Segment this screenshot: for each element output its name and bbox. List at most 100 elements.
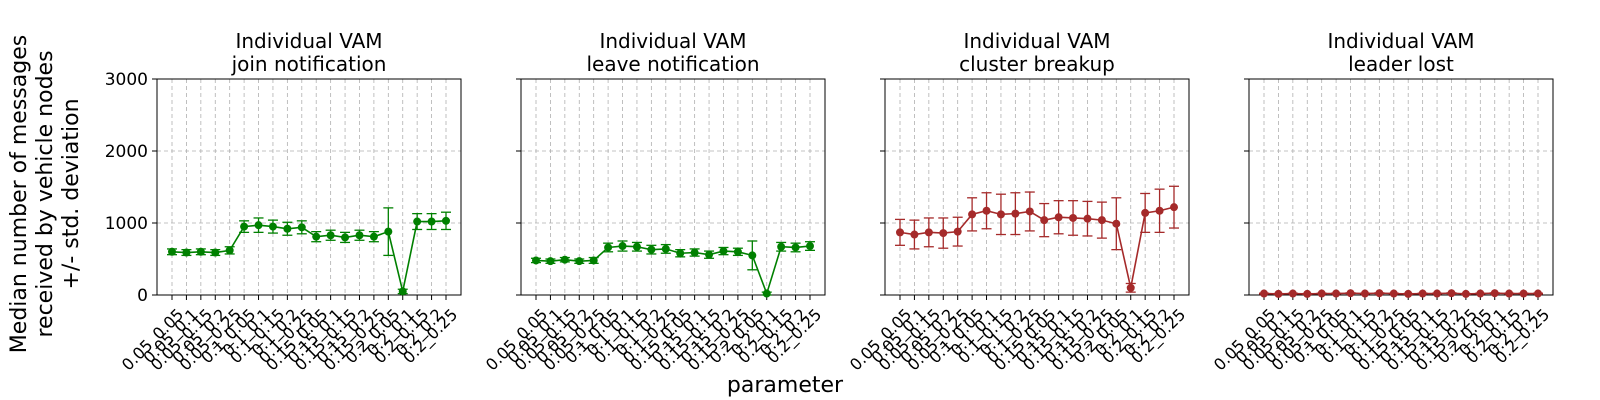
data-point <box>896 228 904 237</box>
data-point <box>791 243 800 252</box>
data-point <box>1476 289 1485 298</box>
data-point <box>604 243 613 252</box>
data-point <box>1461 289 1470 298</box>
data-point <box>1170 203 1178 212</box>
axes-frame <box>1248 78 1554 296</box>
y-tick-label: 3000 <box>105 70 148 90</box>
data-point <box>968 210 977 219</box>
subplot-4: 0.05_0.050.05_0.10.05_0.150.05_0.20.05_0… <box>1210 29 1554 375</box>
series-line <box>535 245 811 297</box>
data-point <box>1375 289 1384 298</box>
data-point <box>182 248 191 257</box>
data-point <box>312 232 321 241</box>
data-point <box>733 247 742 256</box>
subplot-title-line: Individual VAM <box>235 29 382 53</box>
data-point <box>1303 289 1312 298</box>
data-point <box>1155 206 1164 215</box>
data-point <box>1274 289 1283 298</box>
subplot-1: 01000200030000.05_0.050.05_0.10.05_0.150… <box>105 29 462 375</box>
y-axis-label-line: +/- std. deviation <box>59 98 84 289</box>
y-axis-label-line: Median number of messages <box>7 35 32 353</box>
subplot-2: 0.05_0.050.05_0.10.05_0.150.05_0.20.05_0… <box>482 29 826 375</box>
y-tick-label: 1000 <box>105 214 148 234</box>
data-point <box>806 242 814 251</box>
data-point <box>618 242 627 251</box>
axes-frame <box>884 78 1190 296</box>
y-axis-label-line: received by vehicle nodes <box>33 50 58 337</box>
data-point <box>1505 289 1514 298</box>
data-point <box>211 248 220 257</box>
data-point <box>762 289 771 298</box>
subplot-3: 0.05_0.050.05_0.10.05_0.150.05_0.20.05_0… <box>846 29 1190 375</box>
data-point <box>1346 289 1355 298</box>
data-point <box>1317 289 1326 298</box>
data-point <box>647 245 656 254</box>
data-point <box>690 248 699 257</box>
data-point <box>297 223 306 232</box>
data-point <box>1288 289 1297 298</box>
data-point <box>1011 209 1020 218</box>
data-point <box>225 246 234 255</box>
data-point <box>1519 289 1528 298</box>
series-line <box>899 206 1175 288</box>
subplot-title-line: Individual VAM <box>1327 29 1474 53</box>
data-point <box>632 242 641 251</box>
axes-frame <box>156 78 462 296</box>
data-point <box>939 229 948 238</box>
data-point <box>442 216 450 225</box>
data-point <box>575 257 584 266</box>
data-point <box>1447 289 1456 298</box>
data-point <box>1360 289 1369 298</box>
subplot-title: Individual VAM leave notification <box>586 29 759 76</box>
data-point <box>1389 289 1398 298</box>
data-point <box>1490 289 1499 298</box>
data-point <box>384 227 393 236</box>
data-point <box>1418 289 1427 298</box>
data-point <box>560 255 569 264</box>
y-axis-label: Median number of messagesreceived by veh… <box>7 35 84 353</box>
data-point <box>777 242 786 251</box>
y-tick-label: 0 <box>137 286 148 306</box>
data-point <box>705 250 714 259</box>
data-point <box>240 222 249 231</box>
data-point <box>1054 213 1063 222</box>
data-point <box>1069 213 1078 222</box>
data-point <box>676 249 685 258</box>
data-point <box>1112 219 1121 228</box>
data-point <box>369 232 378 241</box>
data-point <box>413 217 422 226</box>
data-point <box>1040 216 1049 225</box>
data-point <box>982 206 991 215</box>
subplot-title: Individual VAM leader lost <box>1327 29 1474 76</box>
subplot-title: Individual VAM cluster breakup <box>959 29 1115 76</box>
data-point <box>196 247 205 256</box>
data-point <box>1404 289 1413 298</box>
y-tick-label: 2000 <box>105 142 148 162</box>
data-point <box>427 217 436 226</box>
subplot-title-line: Individual VAM <box>599 29 746 53</box>
data-point <box>661 244 670 253</box>
data-point <box>283 224 292 233</box>
data-point <box>748 251 757 260</box>
series-line <box>171 220 447 292</box>
subplot-title-line: Individual VAM <box>963 29 1110 53</box>
panels: 0 1000 2000 3000 0.05_0.050.05_0.10.05_0.150… <box>105 29 1554 375</box>
data-point <box>1534 289 1542 298</box>
data-point <box>1025 207 1034 216</box>
data-point <box>1126 283 1135 292</box>
data-point <box>924 228 933 237</box>
data-point <box>719 247 728 256</box>
data-point <box>1332 289 1341 298</box>
data-point <box>1097 216 1106 225</box>
subplot-title-line: leader lost <box>1348 52 1454 76</box>
data-point <box>910 230 919 239</box>
data-point <box>532 256 540 265</box>
data-point <box>254 221 263 230</box>
data-point <box>326 231 335 240</box>
subplot-title-line: cluster breakup <box>959 52 1115 76</box>
data-point <box>1260 289 1268 298</box>
data-point <box>953 227 962 236</box>
data-point <box>1433 289 1442 298</box>
subplot-title: Individual VAM join notification <box>231 29 387 76</box>
